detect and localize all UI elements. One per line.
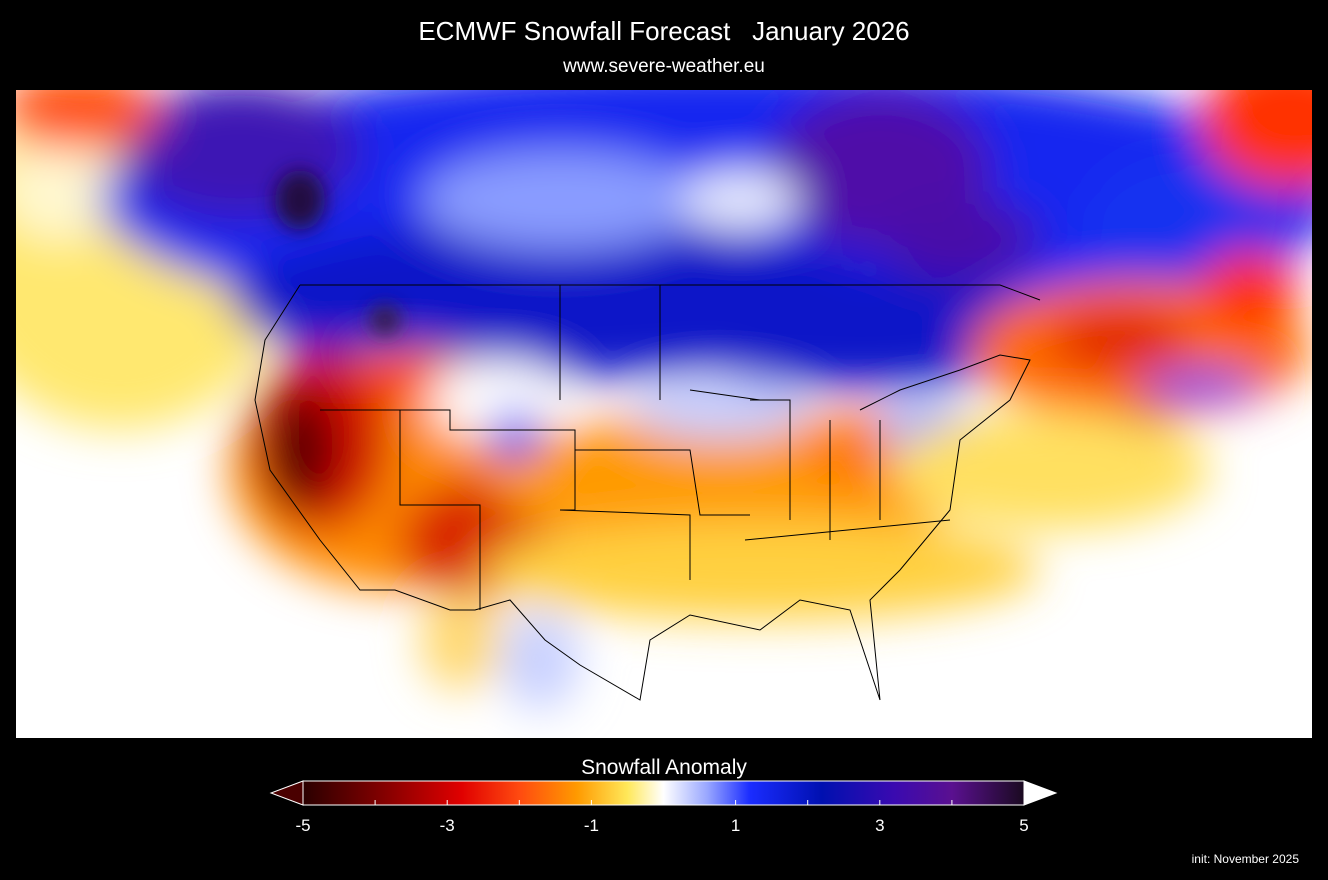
colorbar-tick-label: 3 xyxy=(875,816,884,835)
title: ECMWF Snowfall Forecast January 2026 xyxy=(418,16,909,46)
init-label: init: November 2025 xyxy=(1192,852,1300,866)
colorbar-low-arrow xyxy=(269,780,304,806)
anomaly-map xyxy=(16,90,1312,738)
colorbar-tick-label: -3 xyxy=(440,816,455,835)
subtitle: www.severe-weather.eu xyxy=(562,56,765,77)
colorbar-high-arrow xyxy=(1023,780,1058,806)
colorbar-tick-label: 1 xyxy=(731,816,740,835)
colorbar-title: Snowfall Anomaly xyxy=(581,756,747,779)
colorbar-tick-label: -5 xyxy=(295,816,310,835)
colorbar-tick-label: 5 xyxy=(1019,816,1028,835)
colorbar-tick-label: -1 xyxy=(584,816,599,835)
colorbar: -5 -3 -1 1 3 5 xyxy=(295,780,1029,835)
